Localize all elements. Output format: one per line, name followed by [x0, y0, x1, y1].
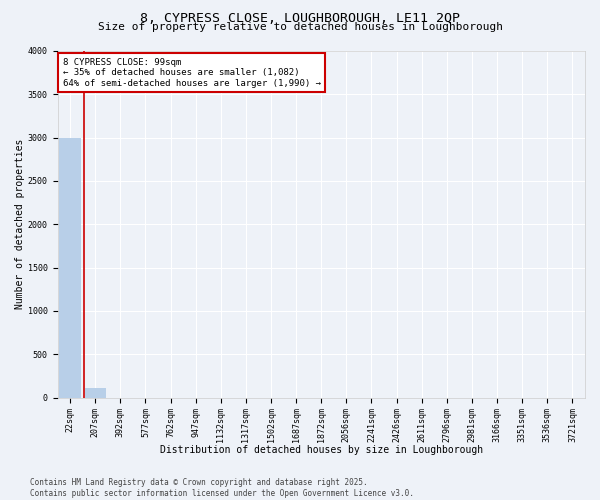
Text: Contains HM Land Registry data © Crown copyright and database right 2025.
Contai: Contains HM Land Registry data © Crown c…: [30, 478, 414, 498]
Bar: [59, 138, 81, 398]
Y-axis label: Number of detached properties: Number of detached properties: [15, 139, 25, 310]
Text: 8, CYPRESS CLOSE, LOUGHBOROUGH, LE11 2QP: 8, CYPRESS CLOSE, LOUGHBOROUGH, LE11 2QP: [140, 12, 460, 26]
Text: Size of property relative to detached houses in Loughborough: Size of property relative to detached ho…: [97, 22, 503, 32]
Bar: [85, 388, 106, 398]
Text: 8 CYPRESS CLOSE: 99sqm
← 35% of detached houses are smaller (1,082)
64% of semi-: 8 CYPRESS CLOSE: 99sqm ← 35% of detached…: [63, 58, 321, 88]
X-axis label: Distribution of detached houses by size in Loughborough: Distribution of detached houses by size …: [160, 445, 483, 455]
